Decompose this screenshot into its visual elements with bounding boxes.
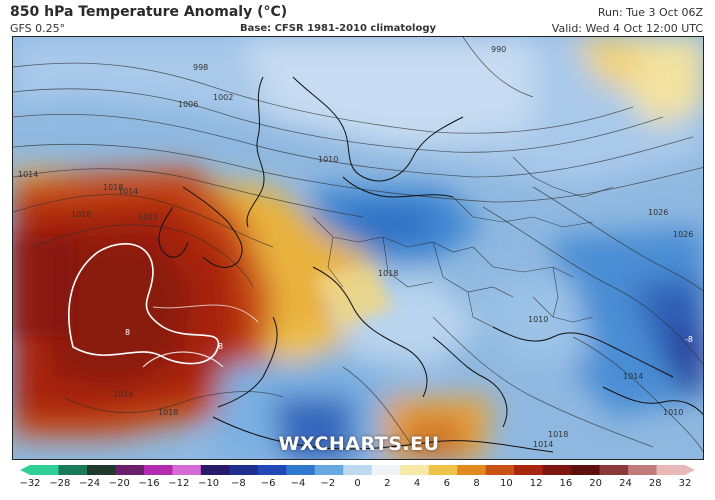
isobar-label: 1006 (178, 100, 198, 109)
colorbar-segment (172, 465, 202, 475)
contour-label: 8 (218, 342, 223, 351)
colorbar-tick-label: 32 (678, 478, 692, 489)
isobar-label: 1018 (103, 183, 123, 192)
isobar-label: 1010 (663, 408, 683, 417)
colorbar-segment (485, 465, 515, 475)
colorbar-segment (200, 465, 230, 475)
isobar-label: 1014 (533, 440, 553, 449)
borders (312, 156, 614, 328)
contour-label: -8 (685, 335, 693, 344)
isobar-label: 998 (193, 63, 208, 72)
isobar-label: 1018 (548, 430, 568, 439)
colorbar-tick-label: −20 (108, 478, 130, 489)
isobars (13, 37, 703, 453)
colorbar-segment (257, 465, 287, 475)
isobar-label: 1026 (673, 230, 693, 239)
colorbar-tick-label: 8 (473, 478, 480, 489)
isobar-label: 1018 (158, 408, 178, 417)
colorbar (20, 465, 695, 475)
isobar-label: 1018 (378, 269, 398, 278)
colorbar-tick-label: −2 (320, 478, 336, 489)
colorbar-segment (400, 465, 430, 475)
colorbar-tick-label: 20 (589, 478, 603, 489)
contour-8c (68, 243, 220, 365)
colorbar-segment (30, 465, 60, 475)
anomaly-fill (13, 37, 703, 459)
colorbar-tick-label: 2 (384, 478, 391, 489)
colorbar-segment (457, 465, 487, 475)
isobar-label: 1014 (18, 170, 38, 179)
colorbar-tick-label: −4 (290, 478, 306, 489)
valid-time-label: Valid: Wed 4 Oct 12:00 UTC (551, 22, 703, 35)
colorbar-segment (58, 465, 88, 475)
colorbar-tick-label: 24 (619, 478, 632, 489)
isobar-label: 1018 (71, 210, 91, 219)
coastlines (158, 76, 703, 453)
colorbar-segment (599, 465, 629, 475)
run-time-label: Run: Tue 3 Oct 06Z (597, 6, 703, 19)
colorbar-segment (628, 465, 658, 475)
colorbar-segment (656, 465, 686, 475)
colorbar-segment (514, 465, 544, 475)
isobar-label-group: 998 1002 1006 1010 1014 1018 1022 1026 1… (18, 45, 693, 449)
colorbar-tick-label: −8 (231, 478, 246, 489)
colorbar-segment (143, 465, 173, 475)
map-canvas: 998 1002 1006 1010 1014 1018 1022 1026 1… (13, 37, 703, 459)
contour-label-group: 8 8 -8 (125, 328, 693, 351)
colorbar-segment (286, 465, 316, 475)
chart-title: 850 hPa Temperature Anomaly (°C) (10, 4, 288, 20)
colorbar-tick-label: −28 (49, 478, 71, 489)
isobar-label: 1022 (138, 213, 158, 222)
colorbar-tick-label: 16 (559, 478, 573, 489)
colorbar-segment (542, 465, 572, 475)
colorbar-segment (371, 465, 401, 475)
watermark-logo: WXCHARTS.EU (278, 433, 440, 455)
isobar-label: 1010 (318, 155, 338, 164)
colorbar-tick-label: 4 (413, 478, 421, 489)
colorbar-tick-label: −24 (78, 478, 101, 489)
colorbar-segment (571, 465, 601, 475)
colorbar-tick-label: 28 (648, 478, 662, 489)
colorbar-segment (115, 465, 145, 475)
isobar-label: 1010 (528, 315, 548, 324)
colorbar-segment (229, 465, 259, 475)
colorbar-tick-label: 6 (443, 478, 450, 489)
colorbar-ticks: −32 −28 −24 −20 −16 −12 −10 −8 −6 −4 −2 0 2 4 6 8 10 12 16… (19, 478, 695, 494)
colorbar-tick-label: 0 (354, 478, 361, 489)
colorbar-segment (86, 465, 117, 475)
colorbar-tick-label: −16 (138, 478, 160, 489)
colorbar-tick-label: −32 (19, 478, 41, 489)
colorbar-segment (314, 465, 344, 475)
isobar-label: 1014 (113, 390, 133, 399)
isobar-label: 1014 (118, 187, 138, 196)
colorbar-tick-label: 12 (529, 478, 543, 489)
colorbar-min-arrow (20, 465, 30, 475)
isobar-label: 1014 (623, 372, 643, 381)
isobar-label: 1026 (648, 208, 668, 217)
colorbar-segment (428, 465, 458, 475)
contour-label: 8 (125, 328, 130, 337)
colorbar-tick-label: −10 (198, 478, 220, 489)
colorbar-tick-label: −6 (260, 478, 276, 489)
climatology-base-label: Base: CFSR 1981-2010 climatology (240, 23, 437, 34)
anomaly-map: 998 1002 1006 1010 1014 1018 1022 1026 1… (12, 36, 704, 460)
colorbar-segment (343, 465, 373, 475)
model-label: GFS 0.25° (10, 22, 66, 35)
colorbar-tick-label: 10 (499, 478, 513, 489)
isobar-label: 1002 (213, 93, 233, 102)
colorbar-max-arrow (685, 465, 695, 475)
isobar-label: 990 (491, 45, 506, 54)
colorbar-tick-label: −12 (168, 478, 190, 489)
